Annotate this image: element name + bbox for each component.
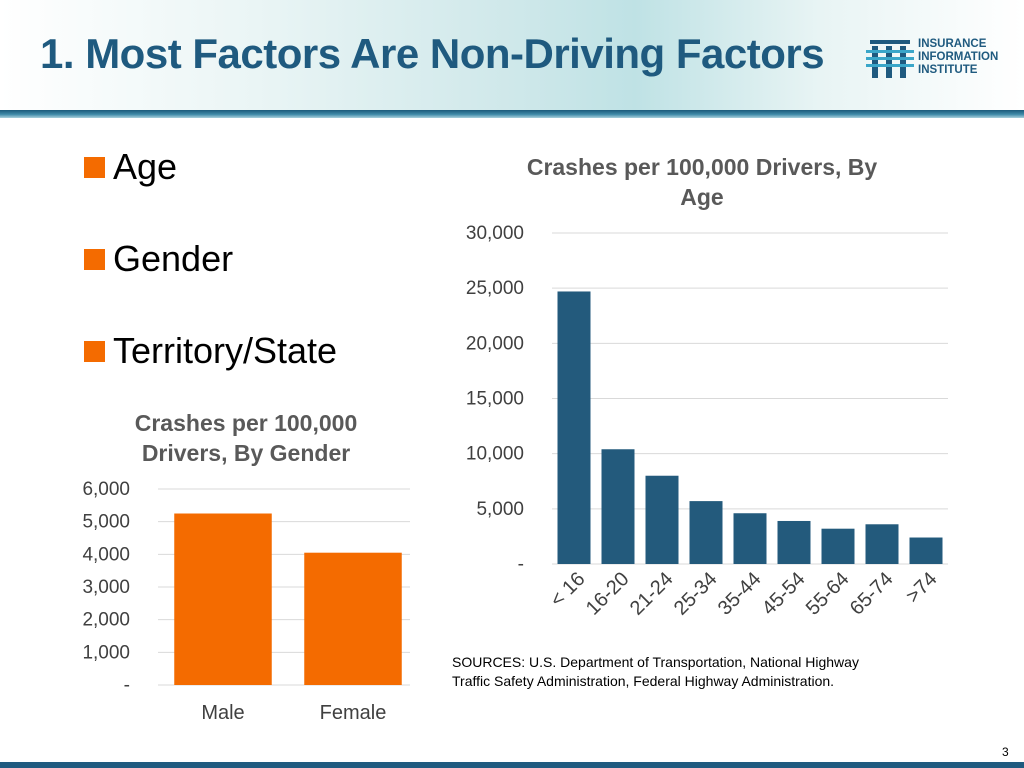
logo-line: INSTITUTE <box>918 64 978 76</box>
bar <box>865 524 899 564</box>
bullet-square-icon <box>84 248 105 270</box>
y-tick-label: 30,000 <box>466 223 524 244</box>
bullet-item-gender: Gender <box>84 238 233 280</box>
y-tick-label: - <box>518 554 524 575</box>
gender-chart-title: Crashes per 100,000 Drivers, By Gender <box>96 408 396 468</box>
header-rule <box>0 110 1024 118</box>
slide-title: 1. Most Factors Are Non-Driving Factors <box>40 30 825 77</box>
y-tick-label: - <box>124 675 130 696</box>
y-tick-label: 2,000 <box>82 610 130 631</box>
x-tick-label: >74 <box>902 568 942 608</box>
x-tick-label: 25-34 <box>670 568 722 620</box>
logo-line: INFORMATION <box>918 51 999 63</box>
y-tick-label: 20,000 <box>466 333 524 354</box>
y-tick-label: 5,000 <box>82 512 130 533</box>
y-tick-label: 3,000 <box>82 577 130 598</box>
y-tick-label: 5,000 <box>476 499 524 520</box>
bar <box>733 513 767 564</box>
y-tick-label: 25,000 <box>466 278 524 299</box>
x-tick-label: 21-24 <box>626 568 678 620</box>
x-tick-label: 55-64 <box>802 568 854 620</box>
sources-line: Traffic Safety Administration, Federal H… <box>452 673 835 689</box>
bar <box>174 513 272 685</box>
bar <box>689 501 723 564</box>
age-chart-title-line: Crashes per 100,000 Drivers, By <box>526 154 878 180</box>
x-tick-label: 65-74 <box>846 568 898 620</box>
x-tick-label: 35-44 <box>714 568 766 620</box>
x-tick-label: Male <box>201 702 244 724</box>
sources-line: SOURCES: U.S. Department of Transportati… <box>452 654 859 670</box>
header-band <box>0 0 1024 112</box>
bar <box>645 475 679 564</box>
logo-line: INSURANCE <box>918 38 987 50</box>
logo-text: INSURANCE INFORMATION INSTITUTE <box>918 38 998 77</box>
age-chart-title-line: Age <box>680 184 724 210</box>
gender-chart-title-line: Drivers, By Gender <box>141 440 351 466</box>
x-tick-label: 16-20 <box>582 568 634 620</box>
gender-chart-title-line: Crashes per 100,000 <box>134 410 358 436</box>
gender-chart: - 1,000 2,000 3,000 4,000 5,000 6,000 Male Femal… <box>82 479 410 724</box>
logo: INSURANCE INFORMATION INSTITUTE <box>866 38 1016 82</box>
y-tick-label: 1,000 <box>82 642 130 663</box>
bullet-square-icon <box>84 340 105 362</box>
bar <box>304 552 402 685</box>
x-tick-label: 45-54 <box>758 568 810 620</box>
sources-note: SOURCES: U.S. Department of Transportati… <box>452 653 972 691</box>
bullet-label: Gender <box>113 238 234 279</box>
bullet-square-icon <box>84 156 105 178</box>
page-number: 3 <box>1002 745 1009 759</box>
bullet-label: Territory/State <box>113 330 338 371</box>
bar <box>909 537 943 564</box>
bar <box>601 449 635 564</box>
bullet-item-territory: Territory/State <box>84 330 337 372</box>
x-tick-label: Female <box>320 702 387 724</box>
y-tick-label: 4,000 <box>82 544 130 565</box>
iii-logo-mark-icon <box>866 40 914 78</box>
age-chart-title: Crashes per 100,000 Drivers, By Age <box>440 152 964 212</box>
bar <box>777 520 811 564</box>
bullet-label: Age <box>113 146 178 187</box>
bar <box>557 291 591 564</box>
bullet-item-age: Age <box>84 146 177 188</box>
y-tick-label: 6,000 <box>82 479 130 500</box>
footer-rule <box>0 762 1024 768</box>
y-tick-label: 15,000 <box>466 389 524 410</box>
y-tick-label: 10,000 <box>466 444 524 465</box>
bar <box>821 528 855 564</box>
